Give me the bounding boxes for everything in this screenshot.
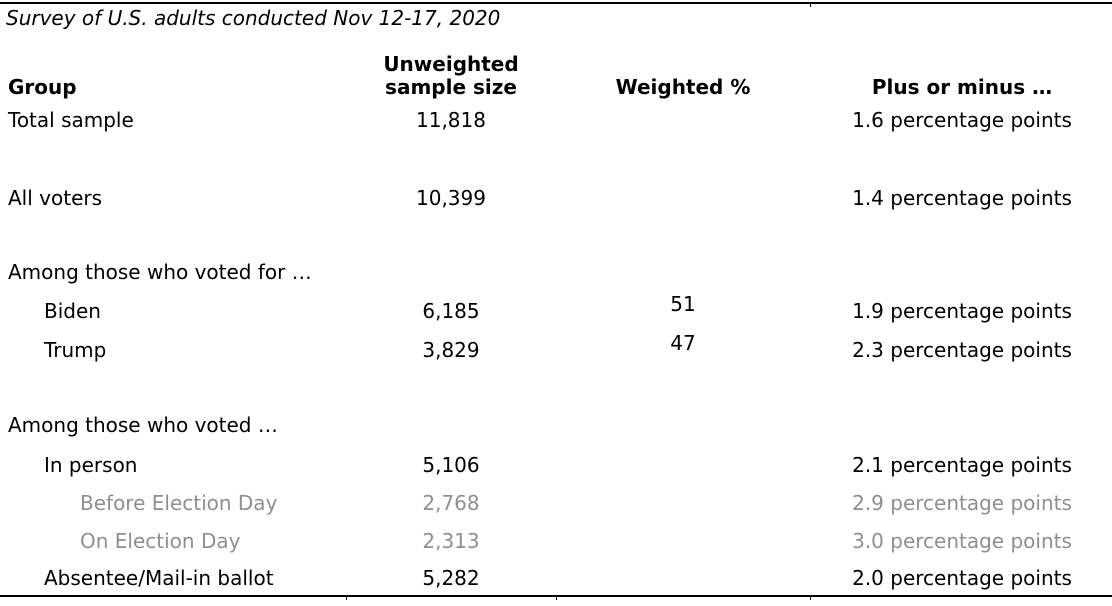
- table-row: On Election Day 2,313 3.0 percentage poi…: [0, 531, 1112, 553]
- column-header-weighted: Weighted %: [615, 75, 751, 99]
- survey-note: Survey of U.S. adults conducted Nov 12-1…: [6, 6, 501, 30]
- margin-cell: 2.3 percentage points: [852, 338, 1072, 362]
- sample-size-cell: 2,768: [422, 491, 480, 515]
- table-row: Biden 6,185 51 1.9 percentage points: [0, 294, 1112, 323]
- column-header-sample-size-line1: Unweighted: [383, 52, 519, 76]
- weighted-cell: 47: [670, 331, 696, 355]
- group-cell: Total sample: [8, 108, 134, 132]
- table-row: Absentee/Mail-in ballot 5,282 2.0 percen…: [0, 568, 1112, 590]
- bottom-border-column-tick: [810, 595, 811, 600]
- column-header-sample-size: Unweighted sample size: [346, 53, 556, 99]
- margin-cell: 2.1 percentage points: [852, 453, 1072, 477]
- table-section-row: Among those who voted …: [0, 415, 1112, 437]
- margin-cell: 3.0 percentage points: [852, 529, 1072, 553]
- section-label: Among those who voted …: [8, 413, 278, 437]
- bottom-border-column-tick: [346, 595, 347, 600]
- table-row: Trump 3,829 47 2.3 percentage points: [0, 333, 1112, 362]
- table-row: All voters 10,399 1.4 percentage points: [0, 188, 1112, 210]
- sample-size-cell: 2,313: [422, 529, 480, 553]
- group-cell: Before Election Day: [80, 491, 278, 515]
- sample-size-cell: 10,399: [416, 186, 486, 210]
- top-border: [0, 2, 1112, 4]
- sample-size-cell: 5,282: [422, 566, 480, 590]
- group-cell: All voters: [8, 186, 103, 210]
- bottom-border-column-tick: [556, 595, 557, 600]
- column-header-plus-minus: Plus or minus …: [871, 75, 1053, 99]
- table-row: Total sample 11,818 1.6 percentage point…: [0, 110, 1112, 132]
- top-border-column-tick: [810, 2, 811, 7]
- section-label: Among those who voted for …: [8, 260, 312, 284]
- group-cell: Absentee/Mail-in ballot: [44, 566, 274, 590]
- column-header-group: Group: [8, 75, 77, 99]
- sample-size-cell: 11,818: [416, 108, 486, 132]
- group-cell: In person: [44, 453, 138, 477]
- sample-size-cell: 5,106: [422, 453, 480, 477]
- group-cell: Biden: [44, 299, 101, 323]
- sample-size-cell: 3,829: [422, 338, 480, 362]
- column-header-sample-size-line2: sample size: [385, 75, 517, 99]
- group-cell: Trump: [44, 338, 107, 362]
- table-row: Before Election Day 2,768 2.9 percentage…: [0, 493, 1112, 515]
- margin-cell: 2.9 percentage points: [852, 491, 1072, 515]
- margin-cell: 1.6 percentage points: [852, 108, 1072, 132]
- margin-cell: 1.9 percentage points: [852, 299, 1072, 323]
- margin-cell: 1.4 percentage points: [852, 186, 1072, 210]
- group-cell: On Election Day: [80, 529, 241, 553]
- weighted-cell: 51: [670, 292, 696, 316]
- margin-cell: 2.0 percentage points: [852, 566, 1072, 590]
- table-row: In person 5,106 2.1 percentage points: [0, 455, 1112, 477]
- table-section-row: Among those who voted for …: [0, 262, 1112, 284]
- sample-size-cell: 6,185: [422, 299, 480, 323]
